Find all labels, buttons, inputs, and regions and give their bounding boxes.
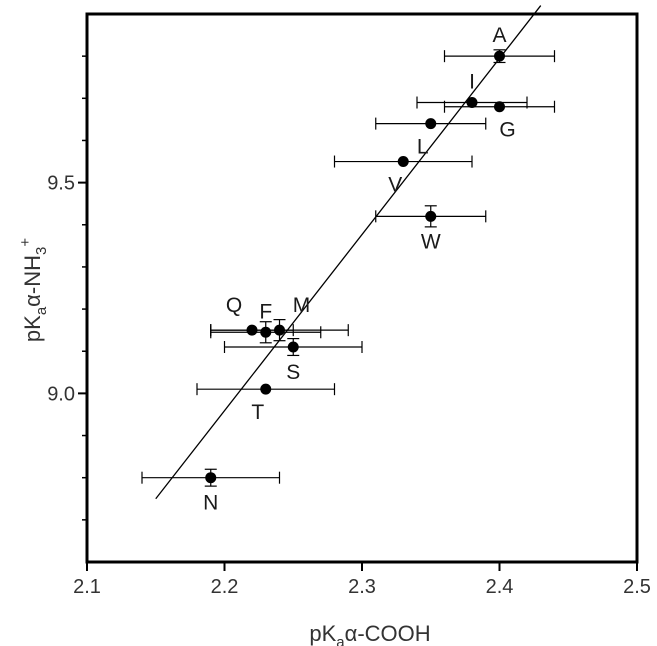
- data-point-l: [425, 118, 437, 130]
- x-tick-label: 2.1: [73, 576, 101, 598]
- x-axis-title: pKaα-COOH: [309, 621, 430, 646]
- point-label-f: F: [259, 300, 272, 323]
- data-points: [205, 50, 505, 484]
- point-label-l: L: [417, 136, 429, 159]
- plot-frame: [85, 12, 639, 564]
- y-axis-title-mid: α-NH: [20, 255, 45, 307]
- axes: 2.1 2.2 2.3 2.4 2.5 9.0 9.5: [47, 12, 651, 598]
- x-axis-title-prefix: pK: [309, 621, 336, 646]
- point-label-i: I: [469, 71, 475, 94]
- point-label-g: G: [499, 119, 515, 142]
- point-label-t: T: [251, 401, 264, 424]
- data-point-w: [425, 210, 437, 222]
- data-point-v: [397, 156, 409, 168]
- x-axis-title-subscript: a: [336, 634, 345, 646]
- x-axis-title-suffix: α-COOH: [345, 621, 431, 646]
- x-tick-label: 2.4: [486, 576, 514, 598]
- point-label-v: V: [388, 174, 402, 197]
- data-point-q: [246, 324, 258, 336]
- y-axis-title-superscript: +: [17, 238, 34, 247]
- x-tick-label: 2.5: [623, 576, 651, 598]
- x-tick-label: 2.3: [348, 576, 376, 598]
- y-tick-label: 9.5: [47, 173, 75, 195]
- point-label-s: S: [286, 361, 300, 384]
- point-label-q: Q: [226, 294, 242, 317]
- data-point-a: [494, 50, 505, 62]
- fit-line: [155, 5, 542, 500]
- data-point-t: [260, 383, 272, 395]
- data-point-i: [466, 97, 478, 109]
- y-axis-title: pKaα-NH3+: [17, 238, 50, 342]
- fit-line-group: [155, 5, 542, 500]
- error-bars: [141, 49, 556, 487]
- data-point-f: [260, 326, 272, 338]
- y-axis-title-subscript-3: 3: [33, 247, 50, 255]
- point-label-a: A: [492, 24, 506, 47]
- data-point-s: [287, 341, 299, 353]
- y-tick-label: 9.0: [47, 383, 75, 405]
- point-label-n: N: [203, 492, 218, 515]
- data-point-g: [494, 101, 505, 113]
- data-point-n: [205, 472, 217, 484]
- point-label-w: W: [421, 230, 441, 253]
- y-axis-title-prefix: pK: [20, 315, 45, 342]
- y-axis-title-subscript-a: a: [33, 306, 50, 315]
- point-labels: A I G LV W Q F M ST N: [203, 24, 516, 515]
- point-label-m: M: [293, 294, 311, 317]
- x-tick-label: 2.2: [211, 576, 239, 598]
- data-point-m: [274, 324, 285, 336]
